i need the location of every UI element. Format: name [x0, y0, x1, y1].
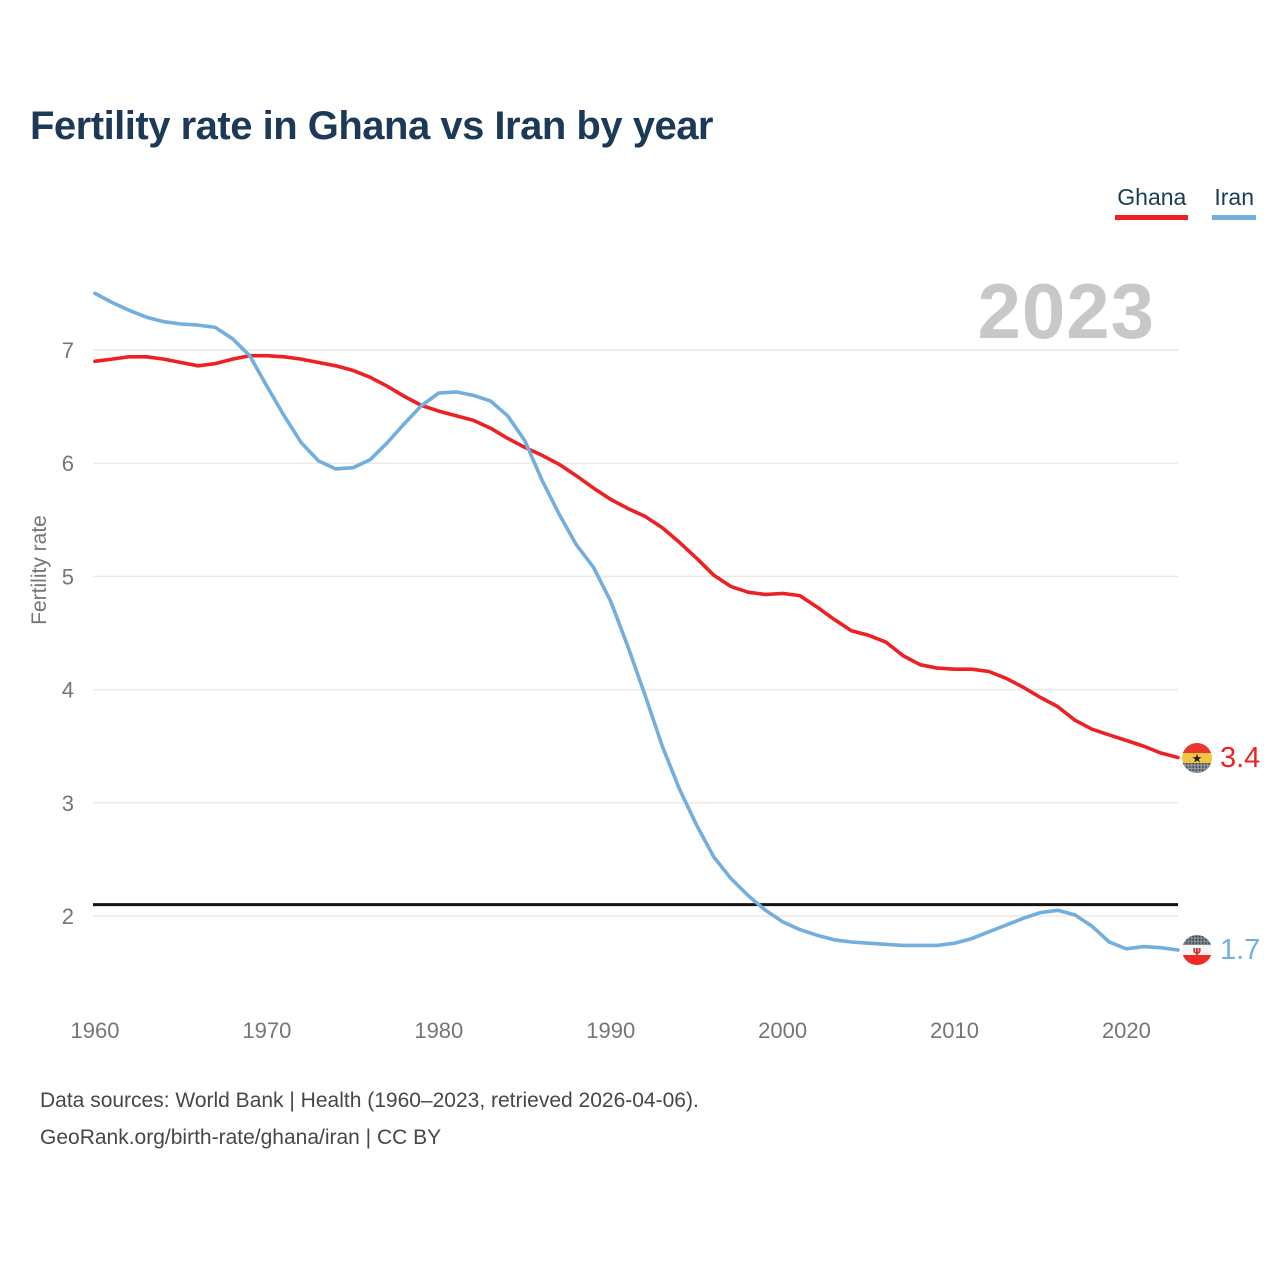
legend-item-ghana[interactable]: Ghana — [1115, 184, 1189, 220]
ghana-end-label: ★ 3.4 — [1182, 743, 1260, 773]
svg-text:ψ: ψ — [1193, 944, 1202, 957]
x-tick-2000: 2000 — [758, 1018, 807, 1043]
footer: Data sources: World Bank | Health (1960–… — [40, 1082, 699, 1156]
footer-link[interactable]: GeoRank.org/birth-rate/ghana/iran | CC B… — [40, 1126, 442, 1149]
ghana-end-value: 3.4 — [1220, 742, 1261, 774]
iran-end-label: ψ 1.7 — [1182, 935, 1260, 965]
x-tick-2010: 2010 — [930, 1018, 979, 1043]
x-tick-1980: 1980 — [414, 1018, 463, 1043]
legend: Ghana Iran — [1115, 184, 1256, 220]
svg-text:★: ★ — [1192, 752, 1203, 766]
watermark-year: 2023 — [977, 267, 1155, 355]
y-axis-label: Fertility rate — [28, 515, 51, 625]
ghana-line[interactable] — [93, 353, 1180, 760]
y-tick-7: 7 — [62, 338, 74, 363]
y-tick-3: 3 — [62, 791, 74, 816]
iran-flag-icon: ψ — [1182, 935, 1212, 965]
iran-line[interactable] — [93, 291, 1180, 952]
chart-plot-area: 2 3 4 5 6 7 1960 1970 1980 1990 2000 2010 2020 Fertil… — [28, 291, 1180, 1043]
y-tick-5: 5 — [62, 564, 74, 589]
page-title: Fertility rate in Ghana vs Iran by year — [30, 104, 714, 148]
ghana-flag-icon: ★ — [1182, 743, 1212, 773]
y-tick-2: 2 — [62, 904, 74, 929]
x-tick-1960: 1960 — [71, 1018, 120, 1043]
x-tick-1990: 1990 — [586, 1018, 635, 1043]
iran-end-value: 1.7 — [1220, 934, 1261, 966]
legend-item-iran[interactable]: Iran — [1212, 184, 1256, 220]
x-tick-2020: 2020 — [1102, 1018, 1151, 1043]
y-tick-6: 6 — [62, 451, 74, 476]
footer-sources: Data sources: World Bank | Health (1960–… — [40, 1089, 699, 1112]
y-tick-4: 4 — [62, 678, 74, 703]
x-tick-1970: 1970 — [242, 1018, 291, 1043]
